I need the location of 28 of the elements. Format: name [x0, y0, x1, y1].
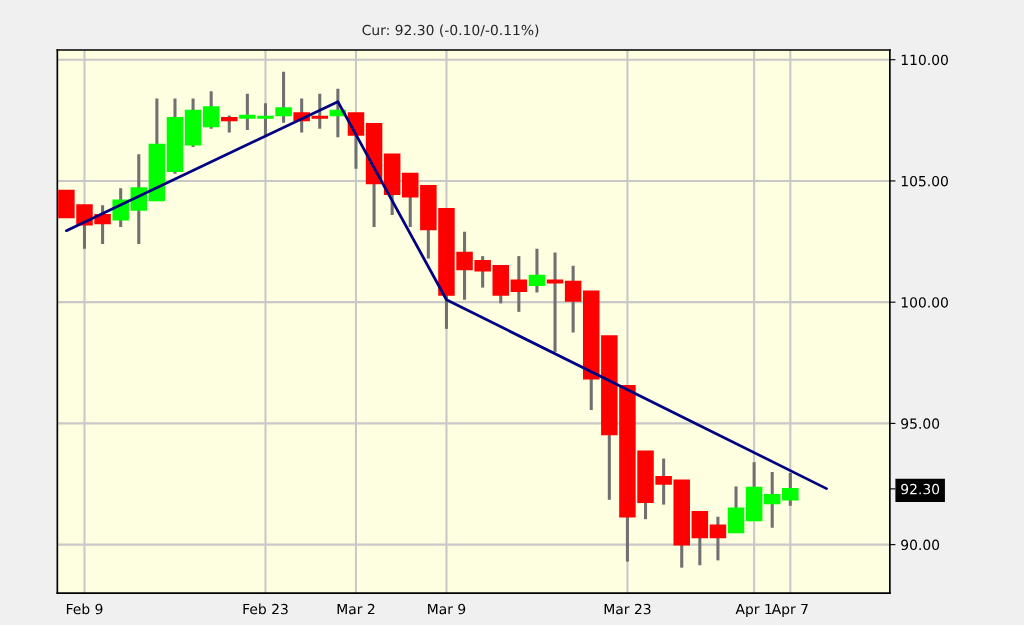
- candlestick: [691, 511, 709, 566]
- x-tick-label: Apr 7: [771, 603, 808, 617]
- x-tick-label: Feb 23: [243, 603, 288, 615]
- x-tick-label: Mar 9: [428, 603, 466, 615]
- y-tick-label: 110.00: [901, 54, 948, 66]
- x-tick-label: Mar 2: [337, 603, 375, 615]
- candlestick: [275, 70, 292, 123]
- candlestick: [727, 486, 745, 534]
- chart-title: Cur: 92.30 (-0.10/-0.11%): [362, 24, 539, 37]
- candlestick: [148, 98, 166, 202]
- x-tick-label: Feb 9: [66, 603, 103, 615]
- y-tick-label: 100.00: [901, 297, 948, 308]
- y-tick-label: 95.00: [901, 418, 940, 429]
- line-series: [65, 100, 828, 491]
- candlestick: [166, 98, 184, 174]
- candlestick: [383, 153, 401, 215]
- y-tick-label: 92.30: [901, 483, 940, 495]
- candlestick: [582, 290, 600, 412]
- candlestick: [745, 462, 763, 522]
- x-tick-label: Apr 1: [735, 603, 772, 617]
- candlestick: [311, 93, 329, 129]
- candlestick: [564, 264, 582, 333]
- x-tick-label: Mar 23: [604, 603, 651, 615]
- candlestick: [510, 256, 528, 312]
- candlestick: [546, 252, 564, 352]
- y-tick-label: 90.00: [901, 539, 940, 551]
- y-tick-label: 105.00: [901, 175, 948, 187]
- candlestick: [763, 471, 781, 528]
